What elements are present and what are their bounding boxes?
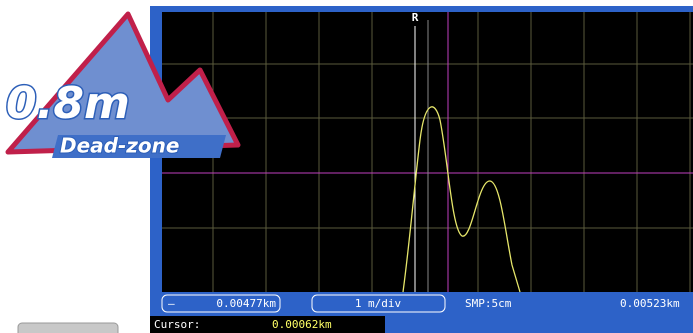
button[interactable] bbox=[18, 323, 118, 333]
sampling: SMP:5cm bbox=[465, 297, 512, 310]
logo-distance: 0.8m bbox=[6, 78, 130, 129]
scale: 1 m/div bbox=[355, 297, 402, 310]
left-sign: – bbox=[168, 297, 175, 310]
page: R – 0.00477km 1 m/div SMP:5cm 0.00523km … bbox=[0, 0, 693, 333]
logo-caption: Dead-zone bbox=[60, 134, 179, 158]
cursor-label: Cursor: bbox=[154, 318, 200, 331]
marker-label: R bbox=[412, 11, 419, 24]
right-value: 0.00523km bbox=[620, 297, 680, 310]
screen-capture: R – 0.00477km 1 m/div SMP:5cm 0.00523km … bbox=[0, 0, 693, 333]
cursor-value: 0.00062km bbox=[272, 318, 332, 331]
left-value: 0.00477km bbox=[216, 297, 276, 310]
